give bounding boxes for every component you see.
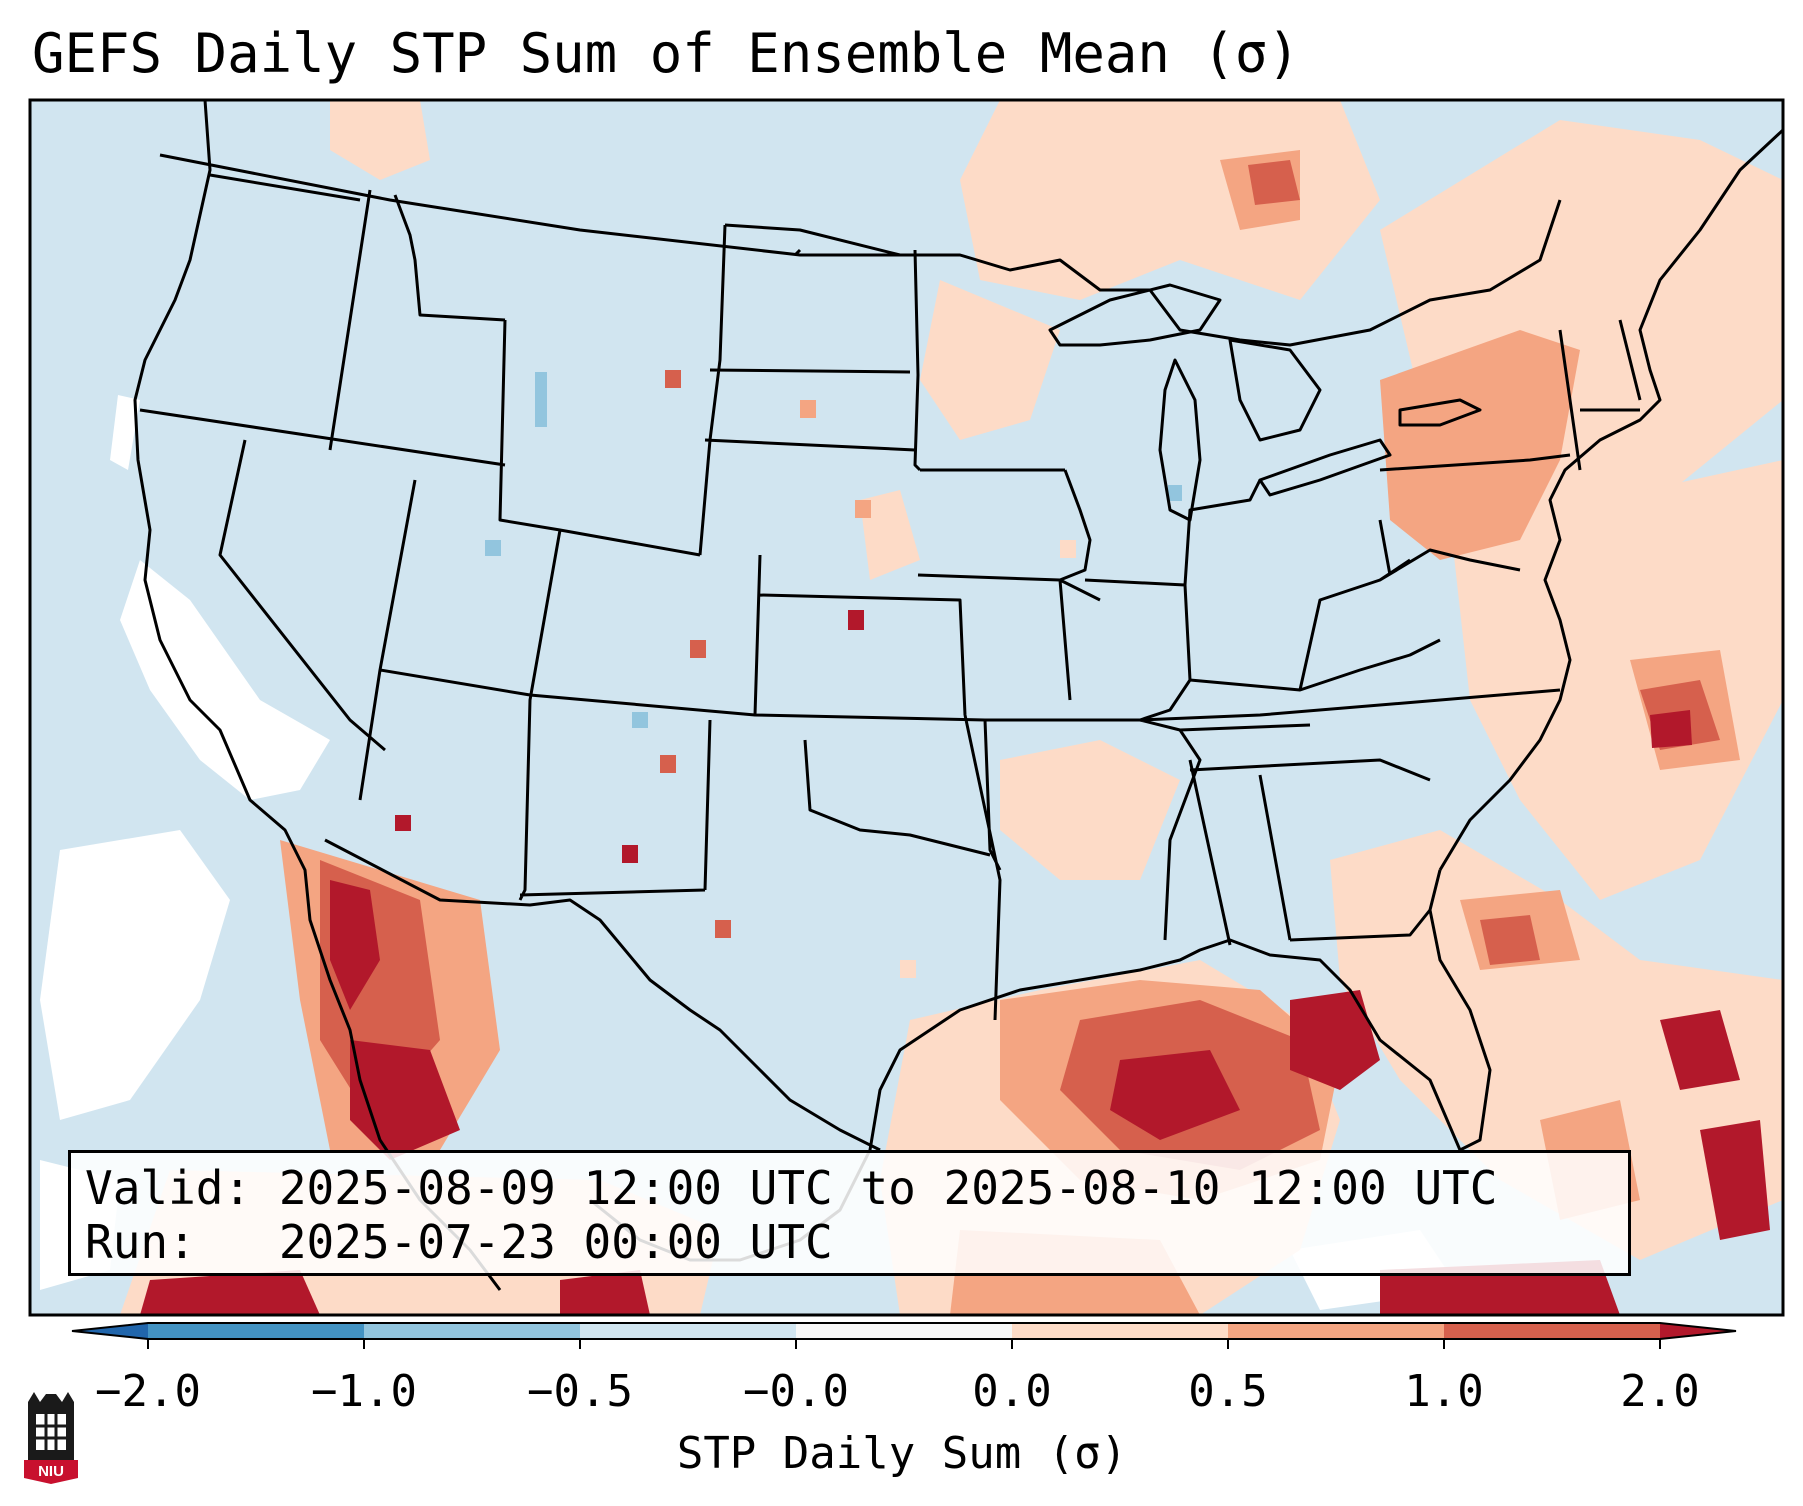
colorbar-tick-label: −2.0 bbox=[95, 1366, 201, 1417]
colorbar-tick-label: −0.5 bbox=[527, 1366, 633, 1417]
niu-logo: NIU bbox=[22, 1392, 80, 1484]
valid-time-text: Valid: 2025-08-09 12:00 UTC to 2025-08-1… bbox=[85, 1161, 1498, 1215]
colorbar-segment bbox=[1444, 1323, 1660, 1339]
colorbar bbox=[71, 1322, 1737, 1349]
colorbar-under-arrow bbox=[72, 1323, 148, 1339]
mexico-border bbox=[324, 838, 881, 1152]
west-coast-line bbox=[133, 100, 502, 1291]
colorbar-tick-label: 0.5 bbox=[1188, 1366, 1268, 1417]
chart-title: GEFS Daily STP Sum of Ensemble Mean (σ) bbox=[32, 22, 1300, 85]
colorbar-segment bbox=[148, 1323, 364, 1339]
state-lines bbox=[139, 173, 1642, 1021]
scattered-cells bbox=[395, 350, 1182, 978]
colorbar-tick-label: 1.0 bbox=[1404, 1366, 1484, 1417]
map-layer bbox=[30, 100, 1783, 1315]
colorbar-segment bbox=[796, 1323, 1012, 1339]
run-time-text: Run: 2025-07-23 00:00 UTC bbox=[85, 1215, 833, 1269]
colorbar-segment bbox=[364, 1323, 580, 1339]
colorbar-tick-label: 2.0 bbox=[1620, 1366, 1700, 1417]
valid-run-info-box: Valid: 2025-08-09 12:00 UTC to 2025-08-1… bbox=[68, 1150, 1631, 1276]
colorbar-label: STP Daily Sum (σ) bbox=[676, 1428, 1128, 1479]
lake-superior bbox=[1048, 283, 1222, 347]
colorbar-segment bbox=[580, 1323, 796, 1339]
map-frame bbox=[28, 98, 1785, 1317]
lake-erie bbox=[1258, 438, 1392, 497]
colorbar-segment bbox=[1012, 1323, 1228, 1339]
svg-text:NIU: NIU bbox=[38, 1463, 64, 1480]
colorbar-over-arrow bbox=[1660, 1323, 1736, 1339]
colorbar-segment bbox=[1228, 1323, 1444, 1339]
lake-michigan bbox=[1158, 358, 1202, 522]
lake-ontario bbox=[1398, 398, 1482, 427]
east-coast-line bbox=[1438, 128, 1783, 871]
colorbar-tick-label: −1.0 bbox=[311, 1366, 417, 1417]
boundaries bbox=[133, 100, 1783, 1291]
extreme-positive-field bbox=[140, 710, 1770, 1315]
colorbar-tick-label: −0.0 bbox=[743, 1366, 849, 1417]
colorbar-tick-label: 0.0 bbox=[972, 1366, 1052, 1417]
lake-huron bbox=[1228, 338, 1322, 442]
